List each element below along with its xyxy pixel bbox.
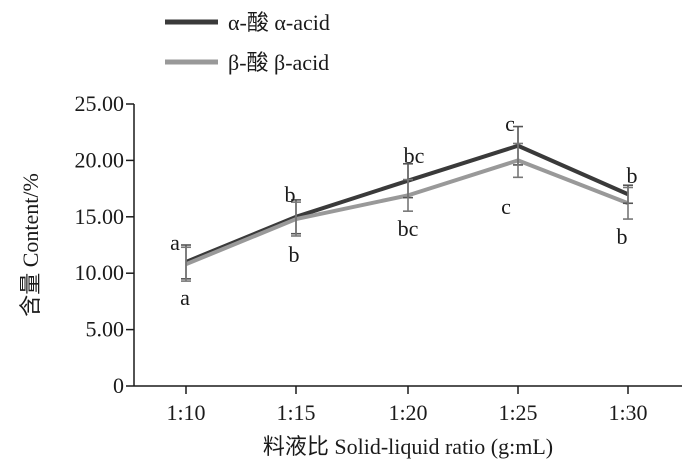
x-tick-label: 1:10 <box>166 400 205 425</box>
y-tick-label: 25.00 <box>75 91 125 116</box>
x-axis-title: 料液比 Solid-liquid ratio (g:mL) <box>263 434 553 459</box>
series-layer <box>181 125 633 282</box>
letter-beta: b <box>289 242 300 267</box>
y-ticks: 0 5.00 10.00 15.00 20.00 25.00 <box>75 91 134 398</box>
x-tick-label: 1:30 <box>608 400 647 425</box>
y-tick-label: 10.00 <box>75 260 125 285</box>
letter-alpha: b <box>627 163 638 188</box>
x-tick-label: 1:25 <box>498 400 537 425</box>
y-tick-label: 0 <box>113 373 124 398</box>
legend-label-beta: β-酸 β-acid <box>228 50 329 75</box>
legend-label-alpha: α-酸 α-acid <box>228 10 330 35</box>
letter-alpha: b <box>285 182 296 207</box>
x-tick-label: 1:15 <box>276 400 315 425</box>
x-ticks: 1:10 1:15 1:20 1:25 1:30 <box>166 386 648 425</box>
letter-alpha: a <box>170 230 180 255</box>
letter-beta: c <box>501 194 511 219</box>
y-tick-label: 20.00 <box>75 147 125 172</box>
y-tick-label: 15.00 <box>75 204 125 229</box>
letter-beta: b <box>617 224 628 249</box>
x-tick-label: 1:20 <box>388 400 427 425</box>
y-tick-label: 5.00 <box>86 317 125 342</box>
letter-beta: a <box>180 285 190 310</box>
letter-beta: bc <box>398 216 419 241</box>
legend: α-酸 α-acid β-酸 β-acid <box>165 10 330 75</box>
significance-letters: a b bc c b a b bc c b <box>170 111 637 310</box>
letter-alpha: bc <box>404 143 425 168</box>
series-line-beta <box>185 158 629 267</box>
y-axis-title: 含量 Content/% <box>18 173 43 317</box>
letter-alpha: c <box>505 111 515 136</box>
